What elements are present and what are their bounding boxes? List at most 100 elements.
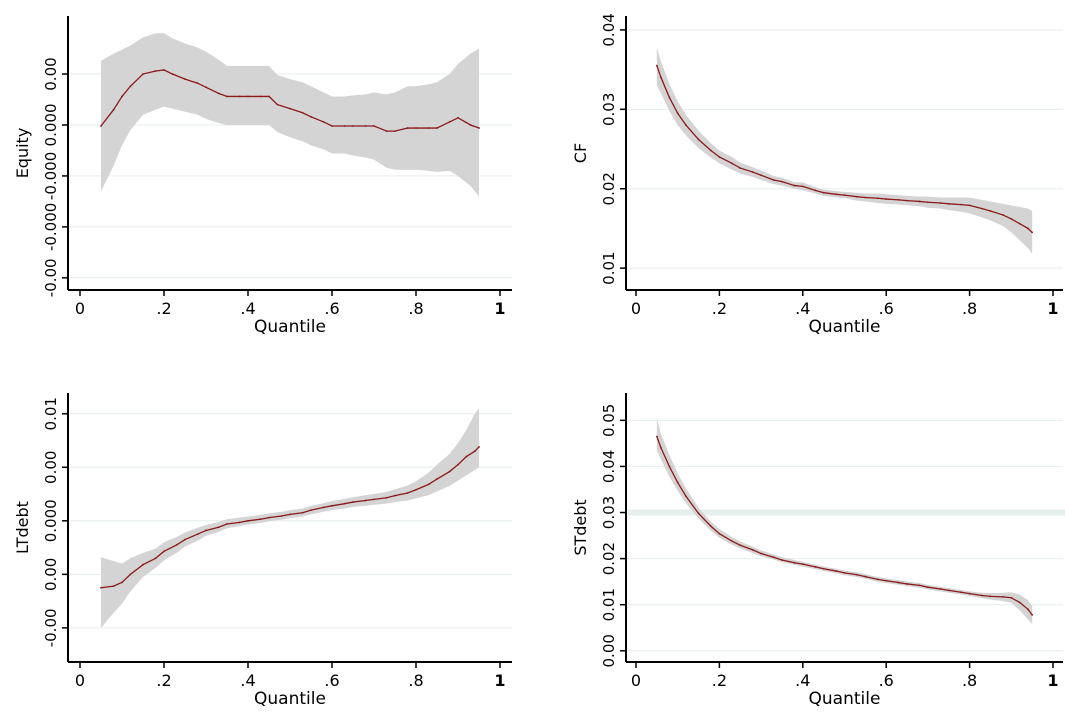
x-tick-label: 0	[75, 671, 85, 690]
x-tick-label: .4	[795, 299, 810, 318]
y-axis-title: STdebt	[571, 499, 590, 555]
data-point	[310, 115, 312, 118]
data-point	[465, 455, 468, 458]
data-point	[121, 95, 123, 98]
data-point	[660, 447, 662, 449]
x-tick-label: .8	[962, 671, 977, 690]
data-point	[822, 567, 825, 570]
y-tick-label: 0.000	[42, 499, 60, 542]
data-point	[814, 566, 817, 568]
data-point	[301, 511, 304, 514]
confidence-band	[101, 408, 479, 628]
x-tick-label: .2	[712, 299, 727, 318]
data-point	[864, 575, 867, 578]
y-tick-label: 0.03	[600, 496, 618, 529]
data-point	[259, 95, 262, 98]
data-point	[373, 498, 375, 501]
data-point	[226, 95, 228, 98]
confidence-band	[656, 418, 1033, 625]
data-point	[697, 138, 700, 141]
data-point	[685, 495, 687, 498]
x-tick-label: .2	[712, 671, 727, 690]
data-point	[415, 488, 417, 491]
data-point	[175, 543, 178, 546]
data-point	[960, 203, 963, 206]
estimate-line	[100, 446, 480, 589]
data-point	[668, 96, 671, 99]
data-point	[710, 525, 712, 528]
data-point	[129, 85, 132, 88]
data-point	[171, 73, 174, 75]
data-point	[968, 204, 971, 207]
data-point	[814, 189, 817, 192]
data-point	[801, 563, 804, 566]
x-tick-label: 0	[631, 299, 641, 318]
data-point	[196, 82, 199, 85]
data-point	[129, 573, 132, 576]
x-tick-label: .4	[240, 671, 255, 690]
data-point	[1002, 214, 1004, 216]
y-tick-label: 0.04	[600, 450, 618, 483]
data-point	[1027, 608, 1029, 611]
data-point	[184, 78, 186, 81]
data-point	[876, 197, 879, 200]
x-tick-label: .2	[156, 671, 171, 690]
x-tick-label: 1	[494, 671, 505, 690]
data-point	[760, 552, 762, 555]
data-point	[1018, 222, 1021, 225]
y-tick-label: -0.000	[42, 152, 60, 200]
data-point	[927, 201, 929, 204]
y-tick-label: 0.000	[42, 104, 60, 147]
reference-line	[628, 509, 1065, 516]
data-point	[835, 193, 838, 196]
data-point	[718, 156, 721, 158]
data-point	[427, 483, 430, 486]
x-axis-title: Quantile	[809, 317, 881, 337]
data-point	[739, 544, 742, 547]
data-point	[739, 167, 742, 169]
x-tick-label: 1	[1047, 299, 1058, 318]
data-point	[112, 108, 115, 111]
data-point	[781, 180, 783, 183]
x-tick-label: 0	[631, 671, 641, 690]
y-tick-label: 0.00	[42, 451, 60, 484]
data-point	[947, 589, 950, 592]
data-point	[415, 127, 417, 129]
data-point	[781, 559, 783, 561]
data-point	[885, 198, 888, 200]
data-point	[856, 195, 858, 198]
data-point	[217, 92, 220, 95]
data-point	[835, 570, 838, 572]
x-tick-label: .8	[408, 299, 423, 318]
data-point	[373, 125, 375, 127]
data-point	[457, 463, 459, 466]
data-point	[897, 198, 900, 201]
data-point	[981, 207, 984, 210]
data-point	[364, 125, 367, 127]
data-point	[184, 538, 186, 541]
data-point	[247, 95, 249, 98]
data-point	[427, 127, 430, 129]
data-point	[457, 116, 459, 119]
data-point	[112, 585, 115, 588]
data-point	[668, 465, 671, 468]
data-point	[394, 494, 396, 497]
data-point	[121, 581, 123, 584]
y-tick-label: 0.01	[600, 588, 618, 621]
data-point	[751, 548, 754, 551]
data-point	[897, 581, 900, 584]
data-point	[1010, 596, 1013, 599]
data-point	[268, 516, 270, 519]
data-point	[406, 492, 409, 494]
chart-panel-cf: 0.01 0.02 0.03 0.04 0 .2 .4 .6 .8 1 Quantile CF	[571, 13, 1063, 337]
x-axis-title: Quantile	[254, 317, 326, 337]
data-point	[205, 86, 207, 89]
x-tick-label: .8	[408, 671, 423, 690]
data-point	[238, 95, 241, 98]
data-point	[276, 103, 279, 106]
data-point	[142, 563, 144, 566]
data-point	[751, 171, 754, 173]
x-axis-title: Quantile	[809, 689, 881, 709]
y-tick-label: 0.00	[600, 634, 618, 667]
data-point	[436, 478, 438, 480]
